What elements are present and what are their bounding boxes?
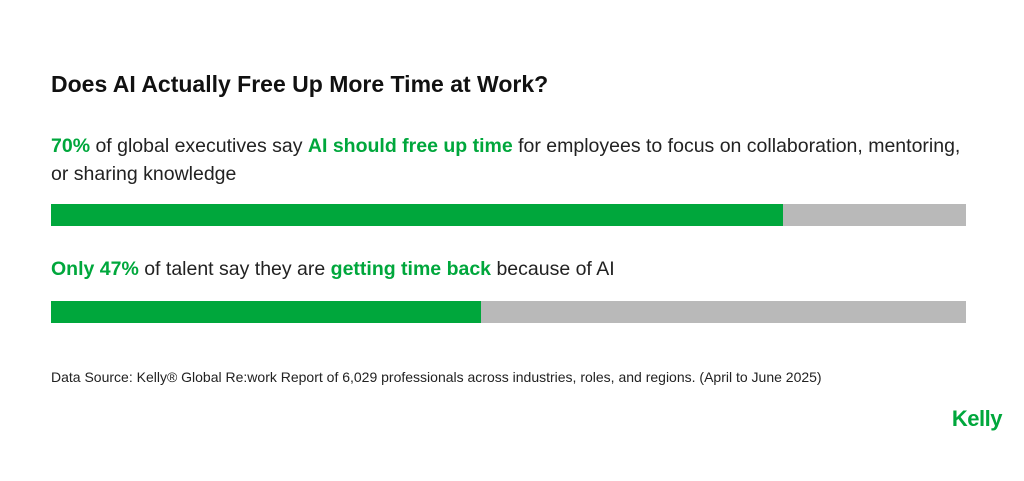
stat-executives-phrase: AI should free up time (307, 135, 513, 157)
stat-executives-text-a: of global executives say (90, 135, 308, 157)
kelly-logo: Kelly (951, 406, 1003, 431)
stat-executives-text-b: for employees to focus on collaboration,… (51, 135, 961, 185)
bar-fill-executives (51, 204, 783, 226)
bar-track-talent (51, 301, 966, 323)
bar-track-executives (51, 204, 966, 226)
stat-talent-text-a: of talent say they are (138, 258, 331, 280)
stat-talent: Only 47% of talent say they are getting … (51, 255, 981, 283)
chart-title: Does AI Actually Free Up More Time at Wo… (51, 71, 549, 97)
stat-talent-phrase: getting time back (330, 258, 492, 280)
stat-executives-value: 70% (51, 135, 91, 157)
stat-talent-text-b: because of AI (491, 258, 615, 280)
data-source-note: Data Source: Kelly® Global Re:work Repor… (51, 369, 822, 385)
stat-executives: 70% of global executives say AI should f… (51, 132, 981, 188)
stat-talent-value: Only 47% (51, 258, 139, 280)
bar-fill-talent (51, 301, 482, 323)
